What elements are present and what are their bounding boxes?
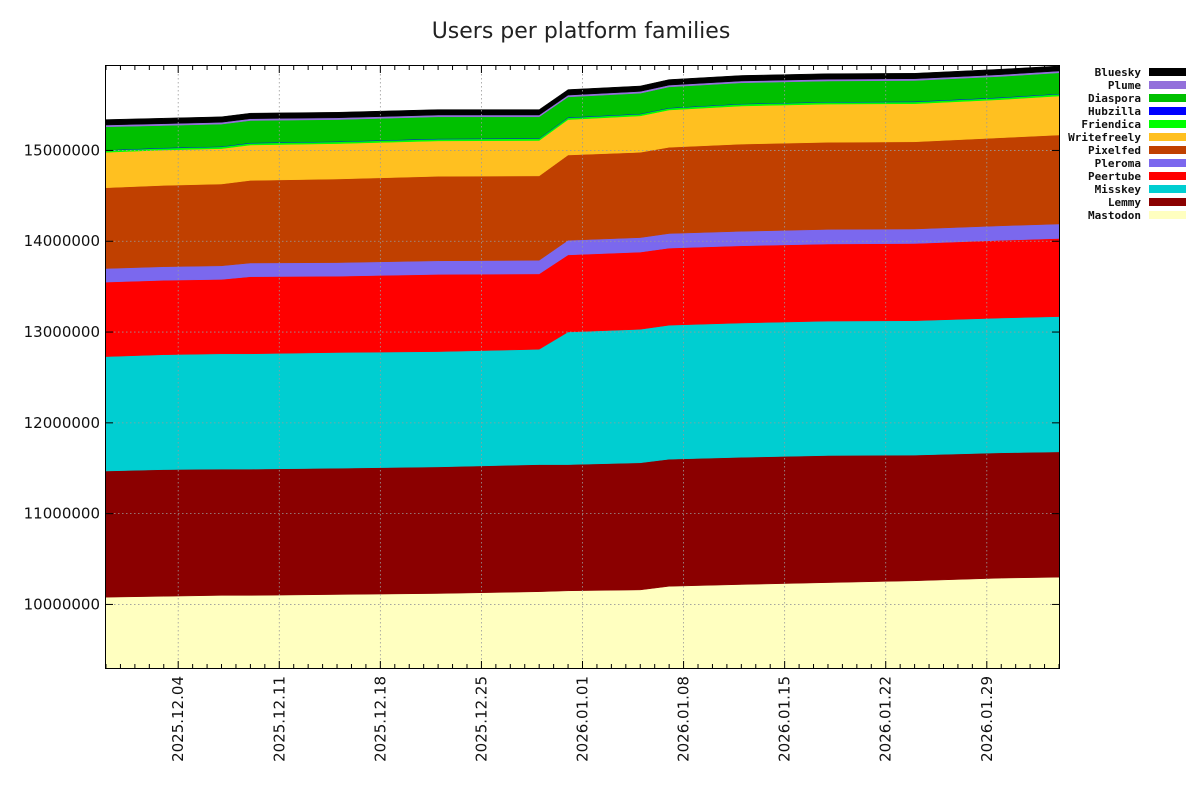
legend-label-hubzilla: Hubzilla <box>1088 105 1141 118</box>
x-tick-label: 2026.01.01 <box>574 676 592 762</box>
legend-label-bluesky: Bluesky <box>1095 66 1142 79</box>
plot-frame <box>105 65 1060 669</box>
legend-swatch-plume <box>1149 81 1186 89</box>
y-tick-label: 11000000 <box>24 505 100 523</box>
legend: BlueskyPlumeDiasporaHubzillaFriendicaWri… <box>1068 66 1186 222</box>
legend-label-lemmy: Lemmy <box>1108 196 1141 209</box>
x-tick-label: 2025.12.11 <box>270 676 288 762</box>
x-tick-label: 2025.12.04 <box>169 676 187 762</box>
legend-label-peertube: Peertube <box>1088 170 1141 183</box>
legend-label-diaspora: Diaspora <box>1088 92 1141 105</box>
grid-lines <box>106 66 1059 668</box>
x-tick-label: 2026.01.29 <box>978 676 996 762</box>
legend-label-friendica: Friendica <box>1081 118 1141 131</box>
x-tick-label: 2025.12.18 <box>371 676 389 762</box>
legend-label-pixelfed: Pixelfed <box>1088 144 1141 157</box>
y-tick-label: 10000000 <box>24 595 100 613</box>
x-tick-label: 2026.01.08 <box>675 676 693 762</box>
legend-swatch-misskey <box>1149 185 1186 193</box>
legend-swatch-lemmy <box>1149 198 1186 206</box>
legend-swatch-writefreely <box>1149 133 1186 141</box>
area-layers <box>105 65 1060 669</box>
legend-swatch-peertube <box>1149 172 1186 180</box>
y-tick-label: 14000000 <box>24 232 100 250</box>
legend-label-writefreely: Writefreely <box>1068 131 1141 144</box>
x-axis: 2025.12.04 2025.12.11 2025.12.18 2025.12.25… <box>105 66 1060 762</box>
y-tick-label: 12000000 <box>24 414 100 432</box>
legend-swatch-friendica <box>1149 120 1186 128</box>
legend-swatch-pleroma <box>1149 159 1186 167</box>
legend-swatch-hubzilla <box>1149 107 1186 115</box>
legend-label-plume: Plume <box>1108 79 1141 92</box>
legend-label-misskey: Misskey <box>1095 183 1142 196</box>
x-tick-label: 2026.01.15 <box>776 676 794 762</box>
legend-label-pleroma: Pleroma <box>1095 157 1141 170</box>
legend-swatch-diaspora <box>1149 94 1186 102</box>
x-tick-label: 2025.12.25 <box>472 676 490 762</box>
legend-swatch-mastodon <box>1149 211 1186 219</box>
y-tick-label: 15000000 <box>24 141 100 159</box>
chart-title: Users per platform families <box>432 19 731 44</box>
legend-swatch-bluesky <box>1149 68 1186 76</box>
legend-swatch-pixelfed <box>1149 146 1186 154</box>
x-tick-label: 2026.01.22 <box>877 676 895 762</box>
legend-label-mastodon: Mastodon <box>1088 209 1141 222</box>
y-axis: 10000000 11000000 12000000 13000000 14000000… <box>24 141 1059 613</box>
y-tick-label: 13000000 <box>24 323 100 341</box>
